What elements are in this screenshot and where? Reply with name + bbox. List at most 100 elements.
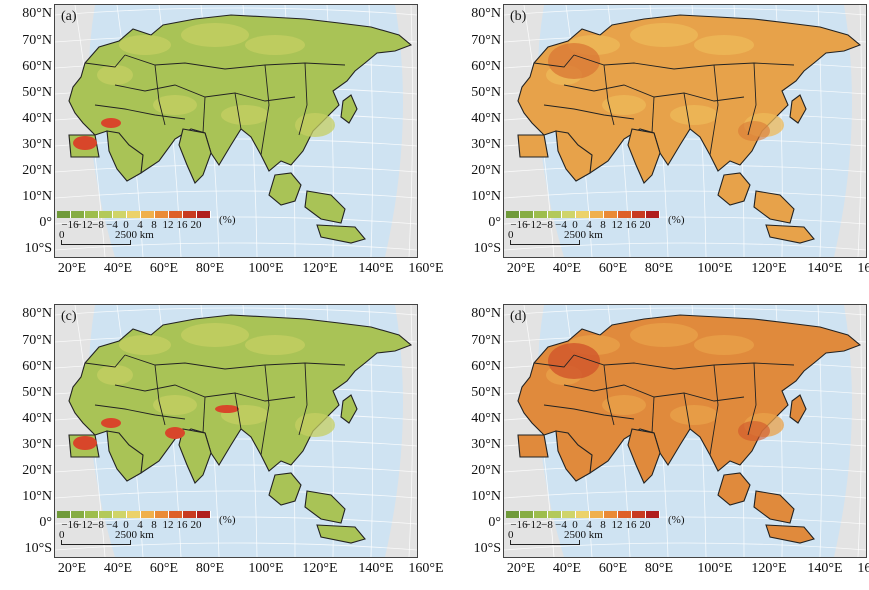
value-patch — [97, 65, 133, 85]
legend-swatch — [618, 511, 632, 518]
legend-tick-label: −12 — [75, 219, 93, 231]
latitude-label: 60°N — [471, 359, 501, 374]
legend-tick-label: 12 — [162, 219, 174, 231]
legend-tick-label: 0 — [123, 519, 129, 531]
longitude-label: 40°E — [103, 261, 133, 276]
legend-swatch — [169, 511, 183, 518]
legend-tick-label: 0 — [572, 219, 578, 231]
legend-colorbar — [506, 211, 660, 218]
scale-bar-zero: 0 — [508, 529, 514, 541]
land-region — [717, 472, 751, 506]
legend-tick-label: 4 — [137, 219, 143, 231]
latitude-label: 10°S — [24, 241, 52, 256]
latitude-label: 70°N — [471, 33, 501, 48]
scale-bar-line — [61, 240, 131, 245]
latitude-label: 30°N — [471, 437, 501, 452]
legend-tick-label: −8 — [92, 519, 104, 531]
legend-swatch — [71, 511, 85, 518]
graticule-parallel — [55, 438, 417, 447]
value-patch — [119, 335, 171, 355]
land-region — [178, 128, 212, 184]
longitude-label: 40°E — [103, 561, 133, 576]
latitude-label: 70°N — [471, 333, 501, 348]
map-canvas — [55, 5, 417, 257]
country-border — [202, 396, 206, 434]
scale-bar-distance: 2500 km — [564, 529, 603, 541]
graticule-parallel — [55, 216, 417, 225]
legend-swatch — [604, 211, 618, 218]
longitude-label: 80°E — [195, 261, 225, 276]
hotspot — [73, 136, 97, 150]
graticule-parallel — [504, 190, 866, 199]
longitude-label: 40°E — [552, 561, 582, 576]
legend-unit: (%) — [219, 214, 236, 226]
map-panel-a: 80°N 70°N 60°N 50°N 40°N 30°N 20°N 10°N 0° 10°S 20… — [0, 0, 444, 290]
longitude-label: 160°E — [408, 261, 444, 276]
graticule-parallel — [504, 438, 866, 447]
scale-bar-line — [510, 240, 580, 245]
legend-tick-label: 4 — [137, 519, 143, 531]
country-border — [533, 54, 575, 68]
country-border — [94, 404, 186, 420]
longitude-label: 140°E — [807, 261, 843, 276]
country-border — [603, 64, 615, 126]
graticule-parallel — [55, 190, 417, 199]
legend-tick-label: 12 — [162, 519, 174, 531]
longitude-label: 140°E — [807, 561, 843, 576]
land-region — [753, 190, 795, 224]
longitude-label: 80°E — [195, 561, 225, 576]
country-border — [747, 362, 757, 436]
value-patch — [153, 395, 197, 415]
legend-swatch — [604, 511, 618, 518]
legend-swatch — [632, 211, 646, 218]
legend-swatch — [141, 211, 155, 218]
legend-tick-label: −12 — [75, 519, 93, 531]
map-panel-c: 80°N 70°N 60°N 50°N 40°N 30°N 20°N 10°N 0° 10°S 20… — [0, 300, 444, 590]
latitude-label: 40°N — [22, 111, 52, 126]
value-patch — [181, 323, 249, 347]
legend-swatch — [57, 211, 71, 218]
value-patch — [97, 365, 133, 385]
latitude-label: 0° — [488, 515, 501, 530]
country-border — [84, 354, 126, 368]
graticule-parallel — [55, 138, 417, 147]
hotspot — [165, 427, 185, 439]
legend-swatch — [590, 511, 604, 518]
longitude-label: 100°E — [697, 261, 733, 276]
scale-bar-distance: 2500 km — [564, 229, 603, 241]
longitude-label: 120°E — [302, 261, 338, 276]
map-panel-d: 80°N 70°N 60°N 50°N 40°N 30°N 20°N 10°N 0° 10°S 20… — [449, 300, 869, 590]
latitude-label: 60°N — [471, 59, 501, 74]
latitude-label: 50°N — [22, 85, 52, 100]
latitude-label: 80°N — [22, 306, 52, 321]
latitude-label: 80°N — [471, 306, 501, 321]
legend-tick-label: −12 — [524, 219, 542, 231]
legend-tick-label: 16 — [176, 219, 188, 231]
scale-bar-distance: 2500 km — [115, 229, 154, 241]
legend-colorbar — [57, 211, 211, 218]
graticule-parallel — [55, 242, 417, 251]
legend-swatch — [520, 511, 534, 518]
legend-colorbar — [506, 511, 660, 518]
legend-swatch — [562, 211, 576, 218]
legend-tick-label: 8 — [151, 519, 157, 531]
legend-swatch — [534, 211, 548, 218]
scale-bar: 0 2500 km — [57, 229, 257, 251]
graticule-parallel — [55, 464, 417, 473]
legend-swatch — [590, 211, 604, 218]
country-border — [543, 104, 635, 120]
value-patch — [602, 95, 646, 115]
graticule-parallel — [55, 7, 417, 16]
country-border — [298, 62, 308, 136]
graticule-meridian — [857, 5, 862, 257]
latitude-label: 60°N — [22, 59, 52, 74]
value-patch — [670, 105, 718, 125]
outside-projection — [504, 5, 564, 257]
longitude-label: 60°E — [149, 561, 179, 576]
scale-bar-zero: 0 — [59, 529, 65, 541]
legend-tick-label: −8 — [541, 219, 553, 231]
value-patch — [245, 35, 305, 55]
color-legend: −16 −12 −8 −4 0 4 8 12 16 20 (%) — [57, 511, 247, 551]
value-patch — [245, 335, 305, 355]
map-frame: (c) −16 −12 −8 −4 0 4 8 12 16 20 (%) 0 2500 km — [54, 304, 418, 558]
